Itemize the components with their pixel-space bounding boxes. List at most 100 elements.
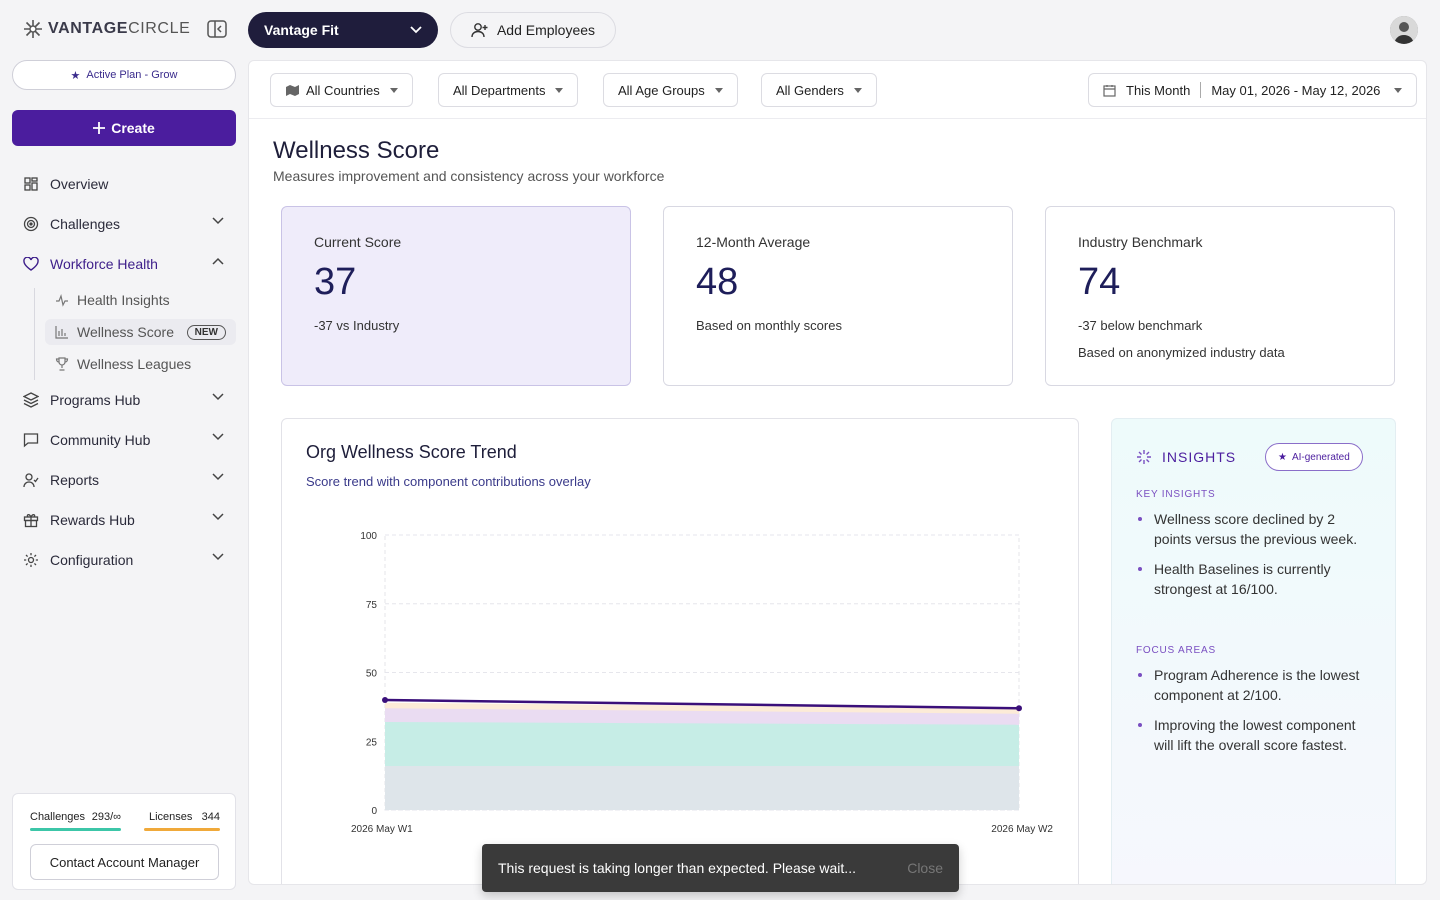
sidebar-item-rewards-hub[interactable]: Rewards Hub bbox=[12, 504, 236, 536]
card-detail: -37 below benchmark bbox=[1078, 318, 1203, 333]
sidebar-subitem-wellness-score[interactable]: Wellness Score NEW bbox=[45, 319, 236, 345]
sidebar-subitem-label: Wellness Leagues bbox=[77, 356, 192, 372]
trophy-icon bbox=[55, 357, 69, 371]
filter-bar: All Countries All Departments All Age Gr… bbox=[249, 61, 1426, 119]
avatar[interactable] bbox=[1390, 16, 1418, 44]
chevron-down-icon[interactable] bbox=[212, 433, 224, 441]
age-group-filter[interactable]: All Age Groups bbox=[603, 73, 738, 107]
component-area bbox=[385, 766, 1019, 810]
sidebar-item-workforce-health[interactable]: Workforce Health bbox=[12, 248, 236, 280]
card-detail: Based on monthly scores bbox=[696, 318, 842, 333]
x-tick-label: 2026 May W2 bbox=[991, 824, 1053, 835]
department-filter[interactable]: All Departments bbox=[438, 73, 579, 107]
chart-subtitle: Score trend with component contributions… bbox=[306, 474, 591, 489]
card-detail: -37 vs Industry bbox=[314, 318, 400, 333]
caret-down-icon bbox=[389, 87, 398, 93]
list-item: Wellness score declined by 2 points vers… bbox=[1136, 509, 1376, 549]
divider bbox=[1200, 82, 1202, 98]
card-label: Industry Benchmark bbox=[1078, 234, 1203, 250]
sidebar-subitem-health-insights[interactable]: Health Insights bbox=[45, 287, 236, 313]
industry-benchmark-card: Industry Benchmark 74 -37 below benchmar… bbox=[1045, 206, 1395, 386]
y-tick-label: 75 bbox=[366, 600, 378, 611]
caret-down-icon bbox=[555, 87, 564, 93]
contact-account-manager-button[interactable]: Contact Account Manager bbox=[30, 844, 219, 880]
sidebar-toggle-icon[interactable] bbox=[206, 19, 230, 41]
add-employees-button[interactable]: Add Employees bbox=[450, 12, 616, 48]
heart-icon bbox=[22, 255, 40, 273]
y-tick-label: 0 bbox=[371, 806, 377, 817]
contact-account-manager-label: Contact Account Manager bbox=[49, 854, 200, 870]
active-plan-badge[interactable]: ★ Active Plan - Grow bbox=[12, 60, 236, 90]
chevron-down-icon[interactable] bbox=[212, 393, 224, 401]
sidebar-item-label: Reports bbox=[50, 472, 100, 488]
chevron-down-icon[interactable] bbox=[212, 553, 224, 561]
score-trend-chart: Org Wellness Score Trend Score trend wit… bbox=[281, 418, 1079, 884]
current-score-card: Current Score 37 -37 vs Industry bbox=[281, 206, 631, 386]
chart-title: Org Wellness Score Trend bbox=[306, 442, 517, 462]
user-report-icon bbox=[22, 471, 40, 489]
sidebar-subitem-wellness-leagues[interactable]: Wellness Leagues bbox=[45, 351, 236, 377]
sidebar-subitem-label: Health Insights bbox=[77, 292, 170, 308]
sparkle-icon bbox=[1137, 450, 1151, 464]
card-label: Current Score bbox=[314, 234, 402, 250]
ai-generated-badge[interactable]: ★ AI-generated bbox=[1265, 443, 1363, 471]
date-range-label: May 01, 2026 - May 12, 2026 bbox=[1211, 82, 1381, 98]
card-note: Based on anonymized industry data bbox=[1078, 345, 1285, 360]
sidebar-item-label: Challenges bbox=[50, 216, 121, 232]
submenu-guide bbox=[34, 288, 35, 380]
gender-filter[interactable]: All Genders bbox=[761, 73, 877, 107]
insights-panel: INSIGHTS ★ AI-generated KEY INSIGHTS Wel… bbox=[1111, 418, 1396, 884]
chevron-down-icon[interactable] bbox=[212, 473, 224, 481]
product-switcher[interactable]: Vantage Fit bbox=[248, 12, 438, 48]
page-title: Wellness Score bbox=[273, 137, 440, 164]
main-panel: All Countries All Departments All Age Gr… bbox=[248, 60, 1427, 885]
sidebar-item-label: Community Hub bbox=[50, 432, 151, 448]
pulse-icon bbox=[55, 293, 69, 307]
sidebar-item-label: Workforce Health bbox=[50, 256, 158, 272]
chevron-down-icon[interactable] bbox=[212, 513, 224, 521]
x-tick-label: 2026 May W1 bbox=[351, 824, 413, 835]
chevron-up-icon[interactable] bbox=[212, 257, 224, 265]
list-item: Program Adherence is the lowest componen… bbox=[1136, 665, 1376, 705]
card-value: 74 bbox=[1078, 261, 1121, 303]
sidebar-item-configuration[interactable]: Configuration bbox=[12, 544, 236, 576]
key-insights-heading: KEY INSIGHTS bbox=[1136, 489, 1216, 500]
brand-name-light: CIRCLE bbox=[128, 20, 191, 37]
caret-down-icon bbox=[714, 87, 723, 93]
star-icon: ★ bbox=[70, 69, 81, 82]
chevron-down-icon[interactable] bbox=[212, 217, 224, 225]
challenges-usage-value: 293/∞ bbox=[91, 811, 121, 823]
sidebar-item-overview[interactable]: Overview bbox=[12, 168, 236, 200]
sidebar-item-challenges[interactable]: Challenges bbox=[12, 208, 236, 240]
date-range-filter[interactable]: This Month May 01, 2026 - May 12, 2026 bbox=[1088, 73, 1418, 107]
date-period-label: This Month bbox=[1126, 82, 1191, 98]
sidebar-item-community-hub[interactable]: Community Hub bbox=[12, 424, 236, 456]
sidebar-item-reports[interactable]: Reports bbox=[12, 464, 236, 496]
card-value: 37 bbox=[314, 261, 357, 303]
list-item: Health Baselines is currently strongest … bbox=[1136, 559, 1376, 599]
country-filter[interactable]: All Countries bbox=[270, 73, 413, 107]
twelve-month-average-card: 12-Month Average 48 Based on monthly sco… bbox=[663, 206, 1013, 386]
caret-down-icon bbox=[1394, 87, 1403, 93]
brand-logo[interactable]: VANTAGECIRCLE bbox=[22, 18, 190, 40]
y-tick-label: 25 bbox=[366, 737, 378, 748]
product-switcher-label: Vantage Fit bbox=[264, 22, 339, 38]
plus-icon bbox=[93, 122, 106, 134]
brand-name-bold: VANTAGE bbox=[48, 20, 129, 37]
caret-down-icon bbox=[853, 87, 862, 93]
key-insights-list: Wellness score declined by 2 points vers… bbox=[1136, 509, 1376, 609]
add-user-icon bbox=[471, 23, 488, 38]
score-point bbox=[382, 697, 388, 703]
challenges-usage-label: Challenges bbox=[30, 811, 86, 823]
gift-icon bbox=[22, 511, 40, 529]
create-button[interactable]: Create bbox=[12, 110, 236, 146]
toast-close-button[interactable]: Close bbox=[907, 860, 943, 876]
country-filter-label: All Countries bbox=[306, 82, 380, 98]
sidebar-item-programs-hub[interactable]: Programs Hub bbox=[12, 384, 236, 416]
sidebar-subitem-label: Wellness Score bbox=[77, 324, 175, 340]
card-label: 12-Month Average bbox=[696, 234, 811, 250]
card-value: 48 bbox=[696, 261, 739, 303]
target-icon bbox=[22, 215, 40, 233]
ai-generated-label: AI-generated bbox=[1291, 451, 1350, 463]
licenses-usage: Licenses 344 bbox=[149, 811, 220, 823]
